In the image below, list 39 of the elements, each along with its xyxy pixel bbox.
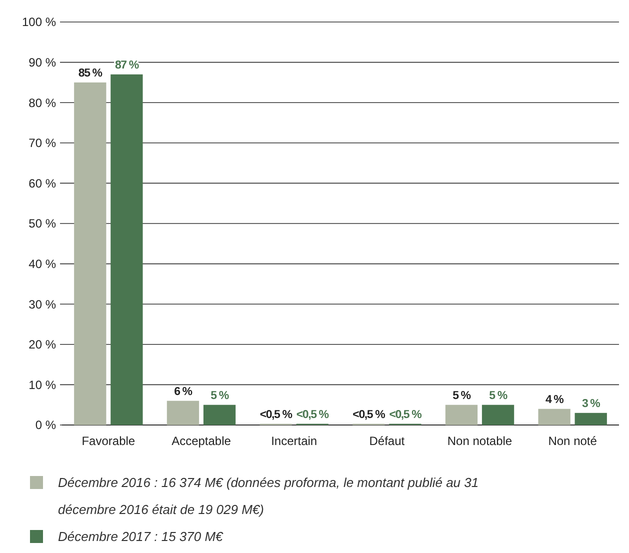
legend-label: Décembre 2017 : 15 370 M€ — [58, 529, 224, 544]
bar — [445, 404, 478, 425]
data-label: <0,5 % — [260, 408, 292, 421]
y-tick-label: 20 % — [28, 338, 56, 352]
data-label: 5 % — [489, 390, 508, 402]
data-label: 4 % — [545, 394, 564, 406]
y-tick-label: 30 % — [28, 297, 56, 312]
y-tick-label: 0 % — [35, 418, 56, 432]
bar — [482, 404, 514, 425]
data-label: 3 % — [582, 398, 600, 410]
y-tick-label: 60 % — [28, 176, 56, 190]
bar — [203, 404, 236, 425]
data-label: 5 % — [210, 390, 229, 402]
data-label: <0,5 % — [389, 408, 422, 421]
x-tick-label: Acceptable — [172, 434, 232, 448]
bar — [166, 400, 200, 425]
bar — [110, 74, 143, 425]
legend-label: Décembre 2016 : 16 374 M€ (données proforma, le montant publié au 31 décembre 2016 était de 19 029 M€) — [58, 475, 479, 517]
x-tick-label: Incertain — [271, 434, 318, 448]
y-tick-label: 80 % — [28, 96, 56, 110]
x-tick-label: Favorable — [82, 434, 136, 448]
bar — [74, 82, 106, 425]
x-tick-label: Non noté — [548, 434, 598, 448]
data-label: 5 % — [452, 390, 471, 402]
x-tick-label: Non notable — [447, 434, 512, 448]
data-label: 87 % — [114, 59, 139, 72]
y-tick-label: 40 % — [28, 257, 56, 271]
y-tick-label: 70 % — [28, 136, 56, 150]
data-label: <0,5 % — [352, 408, 386, 421]
y-tick-label: 100 % — [22, 15, 56, 30]
data-label: <0,5 % — [296, 408, 329, 421]
data-label: 85 % — [78, 67, 102, 80]
x-tick-label: Défaut — [369, 434, 406, 448]
bar — [574, 412, 607, 425]
y-tick-label: 90 % — [28, 56, 56, 70]
data-label: 6 % — [174, 386, 192, 398]
bar — [538, 408, 570, 425]
y-tick-label: 50 % — [28, 216, 56, 231]
y-tick-label: 10 % — [28, 378, 56, 392]
